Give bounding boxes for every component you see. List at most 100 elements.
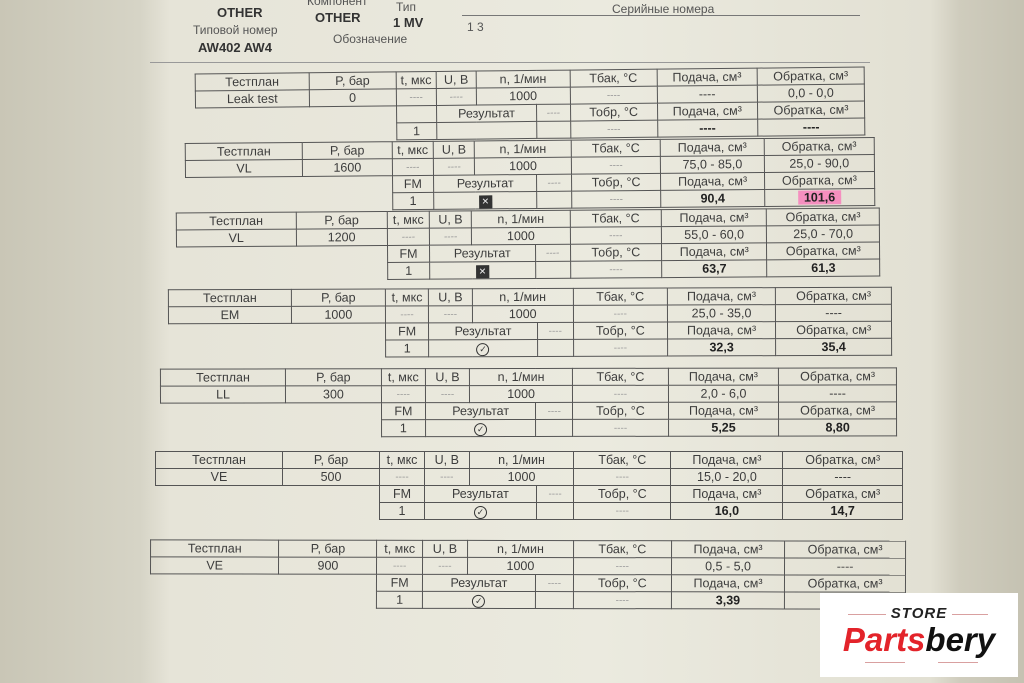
tank-temp-label: Тбак, °C	[569, 209, 662, 228]
tank-temp-value: ----	[573, 468, 672, 486]
pressure-value: 900	[278, 557, 378, 575]
table-row: FM Результат ---- Тобр, °C Подача, см³ Обратк…	[156, 485, 903, 503]
time-value: ----	[392, 158, 434, 176]
tank-temp-value: ----	[573, 305, 668, 323]
speed-value: 1000	[467, 557, 574, 575]
fm-value: 1	[376, 591, 423, 609]
table-row: 1 ✓ ---- 5,25 8,80	[161, 418, 897, 437]
result-status: ✓	[425, 419, 536, 437]
return-label: Обратка, см³	[782, 451, 903, 469]
voltage-label: U, В	[425, 368, 470, 386]
serials-label: Серийные номера	[612, 2, 715, 16]
return-temp-value: ----	[572, 419, 669, 437]
speed-value: 1000	[474, 157, 572, 175]
table-row: FM Результат ---- Тобр, °C Подача, см³ Обратк…	[150, 574, 906, 593]
supply-range: 55,0 - 60,0	[661, 225, 767, 244]
result-label: Результат	[436, 104, 537, 123]
serials-divider	[462, 15, 860, 16]
spacer	[177, 262, 388, 280]
return-label: Обратка, см³	[784, 540, 906, 559]
type-value: 1 MV	[393, 15, 424, 30]
speed-value: 1000	[476, 87, 571, 106]
return-range: 25,0 - 70,0	[766, 225, 880, 243]
supply-label: Подача, см³	[657, 102, 758, 121]
supply-measured: 63,7	[661, 259, 768, 278]
fm-value: 1	[396, 122, 437, 140]
empty-cell	[536, 121, 571, 139]
table-row: LL 300 ---- ---- 1000 ---- 2,0 - 6,0 ----	[160, 384, 897, 404]
return-label: Обратка, см³	[757, 100, 865, 120]
time-label: t, мкс	[385, 288, 429, 307]
speed-label: n, 1/мин	[469, 368, 573, 386]
return-label: Обратка, см³	[766, 208, 880, 226]
return-temp-label: Тобр, °C	[573, 485, 672, 503]
supply-label: Подача, см³	[670, 485, 784, 503]
supply-label: Подача, см³	[671, 540, 785, 558]
voltage-label: U, В	[422, 540, 468, 558]
supply-label: Подача, см³	[667, 287, 776, 306]
return-measured: 101,6	[764, 188, 875, 207]
result-status: ✓	[422, 591, 536, 609]
spacer	[196, 106, 397, 125]
time-value: ----	[396, 88, 437, 106]
supply-label: Подача, см³	[667, 321, 776, 340]
dash-cell: ----	[537, 322, 574, 340]
spacer	[186, 193, 393, 212]
pressure-label: P, бар	[285, 368, 382, 386]
pressure-label: P, бар	[291, 289, 386, 307]
result-status: ✕	[429, 261, 536, 280]
result-status: ✓	[428, 339, 538, 357]
return-measured: 61,3	[767, 259, 880, 277]
pressure-value: 1600	[302, 158, 393, 177]
pressure-value: 1000	[291, 306, 386, 324]
dash-cell: ----	[536, 104, 571, 122]
fm-label: FM	[381, 402, 426, 420]
return-temp-value: ----	[573, 591, 672, 609]
result-label: Результат	[422, 574, 536, 592]
return-temp-value: ----	[570, 260, 662, 279]
supply-label: Подача, см³	[668, 368, 779, 386]
time-label: t, мкс	[387, 211, 430, 229]
return-range: ----	[782, 468, 903, 486]
pressure-value: 1200	[295, 228, 388, 247]
spacer	[156, 503, 380, 520]
tank-temp-value: ----	[570, 226, 662, 245]
spacer	[150, 574, 377, 591]
return-label: Обратка, см³	[757, 66, 865, 86]
return-temp-value: ----	[573, 339, 668, 357]
header-divider	[150, 62, 870, 63]
fm-label: FM	[376, 574, 423, 592]
voltage-value: ----	[428, 305, 473, 323]
plan-name: VL	[185, 159, 303, 178]
spacer	[186, 176, 393, 195]
return-temp-label: Тобр, °C	[570, 243, 662, 262]
check-icon: ✓	[474, 422, 488, 436]
voltage-value: ----	[425, 385, 470, 403]
voltage-label: U, В	[423, 451, 470, 469]
tank-temp-value: ----	[572, 385, 669, 403]
supply-measured: 5,25	[668, 419, 779, 437]
fm-label: FM	[392, 175, 434, 193]
voltage-label: U, В	[435, 71, 477, 89]
return-temp-label: Тобр, °C	[573, 322, 668, 340]
result-label: Результат	[429, 244, 536, 263]
voltage-label: U, В	[428, 288, 473, 306]
voltage-value: ----	[422, 557, 468, 575]
result-status: ✕	[433, 191, 538, 210]
return-temp-label: Тобр, °C	[572, 402, 669, 420]
fm-value: 1	[392, 192, 434, 210]
tank-temp-label: Тбак, °C	[569, 69, 657, 88]
return-range: 0,0 - 0,0	[757, 83, 865, 103]
supply-range: ----	[656, 85, 758, 104]
time-value: ----	[385, 305, 429, 324]
dash-cell: ----	[535, 402, 573, 420]
spacer	[161, 420, 382, 437]
pressure-label: P, бар	[281, 451, 381, 469]
pressure-label: P, бар	[308, 71, 397, 90]
pressure-label: P, бар	[295, 211, 388, 230]
